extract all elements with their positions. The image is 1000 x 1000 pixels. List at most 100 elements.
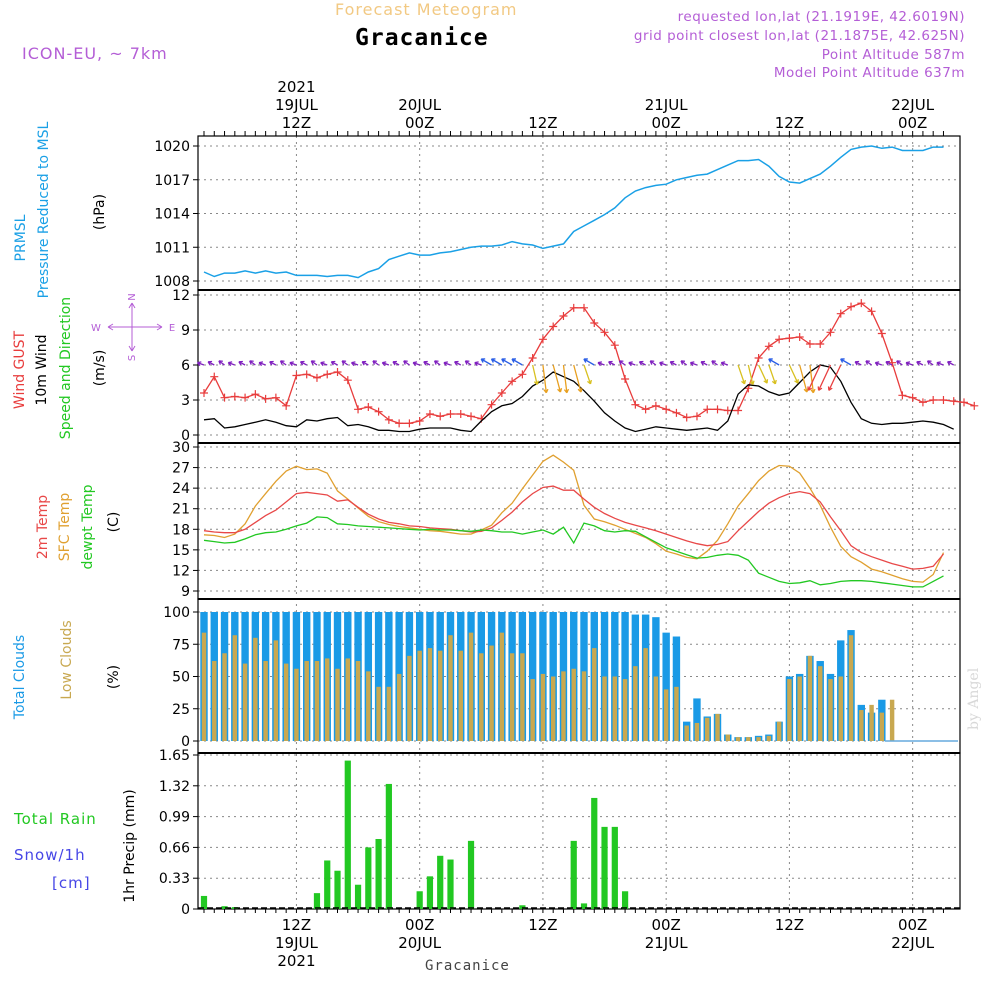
precip-bar [324, 860, 331, 909]
y-tick-label: 0.33 [159, 871, 190, 887]
low-cloud-bar [263, 661, 268, 741]
point-altitude: Point Altitude 587m [821, 47, 965, 63]
wind-direction-arrow [896, 360, 903, 366]
time-label-bottom: 12Z [775, 916, 804, 934]
precip-axis-label: 1hr Precip (mm) [122, 789, 138, 902]
y-tick-label: 30 [172, 440, 190, 456]
wind-direction-arrow [926, 360, 934, 366]
wind-direction-arrow [689, 361, 698, 367]
wind-direction-arrow [916, 360, 924, 366]
grid-point-coords: grid point closest lon,lat (21.1875E, 42… [633, 28, 965, 44]
precip-bar [426, 876, 434, 909]
wind-direction-arrow [372, 360, 379, 366]
y-tick-label: 27 [172, 461, 190, 477]
low-cloud-bar [253, 637, 258, 741]
wind-gust-marker [600, 328, 609, 337]
low-cloud-bar [530, 679, 535, 741]
wind-gust-marker [200, 389, 208, 397]
low-cloud-bar [458, 650, 463, 741]
time-label-bottom: 00Z [405, 916, 434, 934]
time-label-bottom: 22JUL [891, 934, 934, 952]
precip-bar [621, 891, 629, 909]
wind-gust-marker [970, 401, 979, 410]
y-tick-label: 0 [181, 902, 190, 918]
wind-gust-marker [384, 415, 393, 424]
wind-dir-label: Speed and Direction [58, 297, 74, 439]
wind-gust-marker [816, 340, 825, 348]
wind-gust-marker [487, 400, 496, 409]
low-cloud-bar [735, 737, 741, 741]
prmsl-sub-label: Pressure Reduced to MSL [36, 121, 52, 298]
wind-gust-marker [929, 396, 938, 404]
wind-gust-marker [302, 370, 311, 379]
low-cloud-bar [715, 713, 720, 741]
low-cloud-bar [684, 725, 689, 741]
wind-direction-arrow [238, 360, 246, 366]
compass-south: S [127, 355, 138, 361]
total-rain-label: Total Rain [13, 810, 97, 828]
temp-labels: 2m Temp SFC Temp dewpt Temp (C) [35, 484, 122, 569]
low-cloud-bar [345, 658, 351, 741]
compass-rose: W E N S [91, 293, 175, 361]
wind-gust-marker [508, 377, 517, 386]
y-tick-label: 9 [181, 323, 190, 339]
precip-bar [375, 839, 382, 909]
precip-bar [570, 840, 577, 909]
temp-unit: (C) [106, 512, 122, 533]
y-tick-label: 1.32 [159, 779, 190, 795]
low-cloud-bar [797, 676, 802, 741]
wind-gust-marker [867, 307, 876, 316]
low-cloud-bar [232, 635, 238, 741]
y-tick-label: 18 [172, 522, 190, 538]
total-cloud-bar [385, 612, 393, 741]
total-cloud-bar [528, 612, 537, 741]
wind-direction-arrow [583, 364, 592, 385]
low-cloud-bar [325, 658, 330, 741]
wind-gust-line [203, 302, 975, 424]
wind-direction-arrow [207, 360, 215, 366]
time-label-top: 19JUL [275, 96, 318, 114]
wind-gust-marker [785, 334, 794, 343]
low-cloud-bar [622, 679, 628, 741]
low-cloud-bar [869, 704, 874, 741]
compass-arrows-icon [107, 302, 163, 352]
time-label-bottom: 00Z [651, 916, 680, 934]
wind-direction-arrow [936, 361, 944, 367]
y-tick-label: 1011 [154, 240, 190, 256]
wind-gust-marker [651, 401, 660, 410]
low-cloud-bar [756, 737, 761, 741]
model-altitude: Model Point Altitude 637m [773, 65, 965, 81]
low-cloud-bar [633, 666, 638, 741]
low-cloud-bar [694, 722, 700, 741]
low-cloud-bar [489, 645, 494, 741]
precip-labels: 1hr Precip (mm) Total Rain Snow/1h [cm] [13, 789, 138, 902]
wind-direction-arrow [573, 364, 583, 393]
time-label-top: 2021 [277, 78, 315, 96]
wind-gust-marker [836, 309, 845, 318]
wind-gust-marker [908, 393, 917, 402]
panel-frame [197, 752, 961, 910]
total-cloud-bar [621, 612, 629, 741]
precip-bar [313, 893, 321, 909]
wind-direction-arrow [905, 361, 913, 367]
wind-direction-arrow [720, 361, 729, 367]
wind-gust-marker [354, 405, 363, 414]
wind-direction-arrow [511, 358, 523, 366]
wind-direction-arrow [946, 360, 955, 366]
precip-bar [447, 859, 454, 909]
low-cloud-bar [859, 710, 864, 741]
wind-direction-arrow [443, 361, 451, 367]
low-cloud-bar [653, 676, 659, 741]
wind-direction-arrow [827, 364, 842, 391]
low-cloud-bar [386, 686, 392, 741]
y-tick-label: 1.65 [159, 748, 190, 764]
low-cloud-bar [879, 712, 885, 741]
wind-unit: (m/s) [92, 350, 108, 387]
low-cloud-bar [746, 737, 751, 741]
wind-gust-marker [723, 406, 732, 415]
wind-direction-arrow [552, 364, 563, 393]
y-tick-label: 0 [181, 734, 190, 750]
wind-direction-arrow [885, 360, 893, 366]
time-label-bottom: 00Z [898, 916, 927, 934]
low-cloud-bar [889, 699, 895, 741]
